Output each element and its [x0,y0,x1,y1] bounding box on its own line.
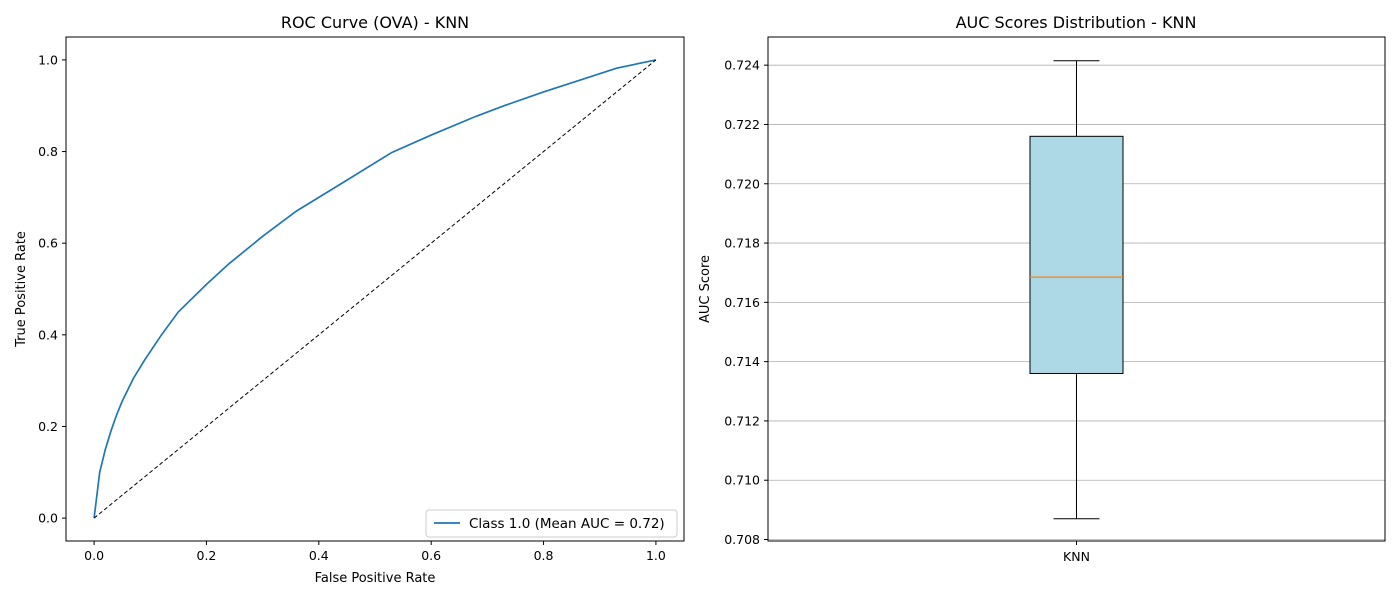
iqr-box [1029,135,1124,374]
x-tick-label: 1.0 [646,548,666,563]
roc-x-axis: 0.0 0.2 0.4 0.6 0.8 1.0 [84,541,666,563]
y-tick-label: 0.712 [724,413,760,428]
roc-title: ROC Curve (OVA) - KNN [281,13,469,32]
y-tick-label: 0.714 [724,354,760,369]
y-tick-label: 0.724 [724,58,760,73]
roc-plot-frame [65,36,685,542]
x-tick-label: KNN [1063,549,1090,564]
y-tick-label: 0.720 [724,176,760,191]
roc-y-label: True Positive Rate [14,231,29,348]
roc-x-label: False Positive Rate [315,571,436,586]
roc-chart: ROC Curve (OVA) - KNN 0.0 0.2 0.4 0.6 0.8 1.0… [14,13,685,586]
legend-box [425,509,678,538]
y-tick-label: 0.716 [724,295,760,310]
y-tick-label: 0.718 [724,236,760,251]
roc-legend: Class 1.0 (Mean AUC = 0.72) [425,509,678,538]
y-tick-label: 0.4 [38,327,58,342]
roc-y-axis: 0.0 0.2 0.4 0.6 0.8 1.0 [38,52,66,526]
box-plot-frame [767,36,1386,542]
auc-box-chart: AUC Scores Distribution - KNN 0.708 0.710… [698,13,1386,564]
y-tick-label: 0.2 [38,419,58,434]
x-tick-label: 0.8 [534,548,554,563]
y-tick-label: 1.0 [38,52,58,67]
chance-diagonal-line [93,59,657,519]
roc-lines [93,59,657,519]
x-tick-label: 0.4 [309,548,329,563]
y-tick-label: 0.8 [38,144,58,159]
y-tick-label: 0.708 [724,532,760,547]
box-y-axis: 0.708 0.710 0.712 0.714 0.716 0.718 0.720 0.722… [724,58,768,547]
box-y-label: AUC Score [698,255,713,323]
box-marks [1029,60,1124,520]
y-tick-label: 0.6 [38,236,58,251]
roc-curve-line [93,59,657,519]
x-tick-label: 0.2 [197,548,217,563]
box-x-axis: KNN [1063,541,1090,564]
y-tick-label: 0.710 [724,473,760,488]
y-tick-label: 0.0 [38,511,58,526]
x-tick-label: 0.6 [421,548,441,563]
box-title: AUC Scores Distribution - KNN [956,13,1197,32]
x-tick-label: 0.0 [84,548,104,563]
legend-label: Class 1.0 (Mean AUC = 0.72) [469,516,665,532]
y-tick-label: 0.722 [724,117,760,132]
